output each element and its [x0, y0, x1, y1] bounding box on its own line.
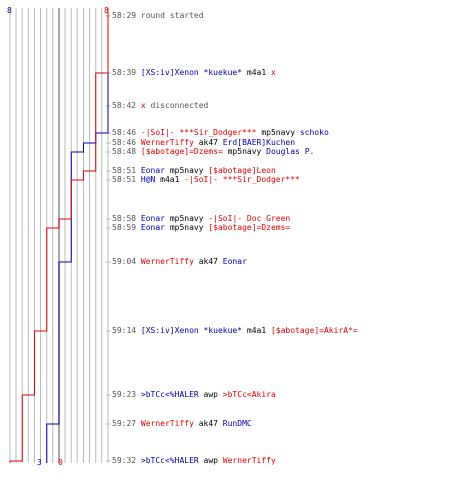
player-name: schoko — [299, 128, 329, 137]
event-time: 58:58 — [112, 214, 141, 223]
event-time: 58:42 — [112, 101, 141, 110]
weapon-name: ak47 — [193, 138, 223, 147]
event-time: 59:14 — [112, 326, 141, 335]
player-name: Eonar — [140, 166, 165, 175]
blue-start-score: 8 — [7, 6, 12, 15]
event-time: 59:27 — [112, 419, 141, 428]
player-name: Eonar — [222, 257, 247, 266]
weapon-name: awp — [198, 456, 223, 465]
player-name: WernerTiffy — [140, 138, 194, 147]
event-row: 59:14 [XS:iv]Xenon *kuekue* m4a1 [$abota… — [112, 326, 358, 336]
event-row: 58:46 -|SoI|- ***Sir_Dodger*** mp5navy s… — [112, 128, 329, 138]
weapon-name: ak47 — [193, 419, 223, 428]
event-time: 58:39 — [112, 68, 141, 77]
weapon-name: mp5navy — [165, 223, 209, 232]
event-text: disconnected — [145, 101, 209, 110]
player-name: -|SoI|- Doc Green — [208, 214, 291, 223]
blue-team-score-line — [46, 8, 109, 463]
blue-end-score: 3 — [37, 458, 42, 467]
event-row: 58:51 H@N m4a1 -|SoI|- ***Sir_Dodger*** — [112, 175, 300, 185]
event-time: 58:46 — [112, 128, 141, 137]
player-name: Douglas P. — [266, 147, 315, 156]
weapon-name: mp5navy — [165, 214, 209, 223]
event-text: round started — [140, 11, 204, 20]
event-row: 59:32 >bTCc<%HALER awp WernerTiffy — [112, 456, 276, 466]
event-row: 58:48 [$abotage]=Dzems= mp5navy Douglas … — [112, 147, 314, 157]
player-name: Eonar — [140, 214, 165, 223]
event-time: 58:48 — [112, 147, 141, 156]
player-name: [$abotage]=Dzems= — [208, 223, 291, 232]
player-name: [$abotage]Leon — [208, 166, 276, 175]
player-name: -|SoI|- ***Sir_Dodger*** — [184, 175, 300, 184]
event-time: 58:29 — [112, 11, 141, 20]
player-name: RunDMC — [222, 419, 252, 428]
event-row: 58:58 Eonar mp5navy -|SoI|- Doc Green — [112, 214, 290, 224]
player-name: >bTCc<Akira — [222, 390, 276, 399]
event-row: 58:51 Eonar mp5navy [$abotage]Leon — [112, 166, 276, 176]
event-row: 58:59 Eonar mp5navy [$abotage]=Dzems= — [112, 223, 290, 233]
weapon-name: mp5navy — [222, 147, 267, 156]
event-row: 59:23 >bTCc<%HALER awp >bTCc<Akira — [112, 390, 276, 400]
player-name: WernerTiffy — [140, 257, 194, 266]
player-name: [XS:iv]Xenon *kuekue* — [140, 326, 243, 335]
event-row: 58:39 [XS:iv]Xenon *kuekue* m4a1 x — [112, 68, 276, 78]
event-row: 59:04 WernerTiffy ak47 Eonar — [112, 257, 247, 267]
player-name: -|SoI|- ***Sir_Dodger*** — [140, 128, 257, 137]
red-team-score-line — [9, 8, 109, 463]
player-name: [XS:iv]Xenon *kuekue* — [140, 68, 243, 77]
event-row: 58:42 x disconnected — [112, 101, 208, 111]
player-name: WernerTiffy — [222, 456, 276, 465]
red-end-score: 0 — [58, 458, 63, 467]
weapon-name: awp — [198, 390, 223, 399]
timeline-grid — [9, 8, 109, 463]
player-name: >bTCc<%HALER — [140, 390, 199, 399]
event-row: 58:46 WernerTiffy ak47 Erd[BAER]Kuchen — [112, 138, 295, 148]
event-time: 58:59 — [112, 223, 141, 232]
weapon-name: mp5navy — [256, 128, 300, 137]
weapon-name: mp5navy — [165, 166, 209, 175]
red-start-score: 8 — [104, 6, 109, 15]
event-time: 59:23 — [112, 390, 141, 399]
event-time: 58:51 — [112, 175, 141, 184]
player-name: [$abotage]=Dzems= — [140, 147, 223, 156]
player-name: x — [140, 101, 146, 110]
event-time: 59:04 — [112, 257, 141, 266]
player-name: [$abotage]=AkirA*= — [270, 326, 358, 335]
weapon-name: m4a1 — [242, 68, 271, 77]
weapon-name: m4a1 — [242, 326, 271, 335]
weapon-name: m4a1 — [155, 175, 185, 184]
player-name: >bTCc<%HALER — [140, 456, 199, 465]
event-time: 58:51 — [112, 166, 141, 175]
player-name: Eonar — [140, 223, 165, 232]
weapon-name: ak47 — [193, 257, 223, 266]
event-row: 58:29 round started — [112, 11, 204, 21]
event-time: 59:32 — [112, 456, 141, 465]
player-name: x — [270, 68, 276, 77]
player-name: H@N — [140, 175, 156, 184]
player-name: WernerTiffy — [140, 419, 194, 428]
player-name: Erd[BAER]Kuchen — [222, 138, 296, 147]
event-time: 58:46 — [112, 138, 141, 147]
event-row: 59:27 WernerTiffy ak47 RunDMC — [112, 419, 252, 429]
